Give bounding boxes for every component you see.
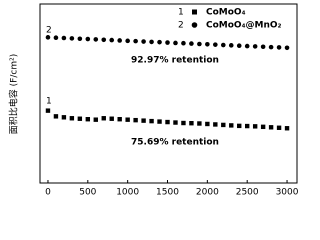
y-axis-label: 面积比电容 (F/cm²) [8,54,20,134]
data-point [45,108,51,113]
legend-marker [191,22,198,28]
x-tick-label: 500 [79,188,96,198]
data-point [149,39,154,45]
data-point [69,116,75,121]
data-point [117,38,122,43]
data-point [141,118,146,123]
data-point [189,41,194,46]
data-point [93,37,99,42]
data-point [181,40,186,46]
data-point [109,116,114,121]
data-point [260,44,266,50]
x-tick-label: 2000 [196,188,219,198]
data-point [276,125,282,130]
data-point [109,37,115,43]
data-point [197,41,202,47]
x-tick-label: 1000 [116,188,139,198]
data-point [53,35,59,41]
data-point [236,43,242,49]
legend-label: CoMoO₄ [206,8,246,18]
data-point [61,35,67,41]
data-point [45,35,51,40]
data-point [77,116,83,121]
data-point [125,117,130,122]
data-point [101,116,106,121]
data-point [205,121,210,127]
data-point [133,117,138,123]
data-point [101,37,107,43]
data-point [61,115,67,120]
data-point [213,122,218,127]
data-point [157,39,162,45]
data-point [260,124,266,130]
data-point [117,117,122,122]
x-tick-label: 1500 [156,188,179,198]
data-point [85,36,91,42]
data-point [276,45,282,50]
data-point [85,117,91,122]
x-tick-label: 3000 [276,188,299,198]
series-number: 2 [46,26,52,36]
data-point [228,43,234,48]
data-point [205,41,210,47]
data-point [252,124,258,129]
data-point [189,121,194,126]
data-point [213,42,218,47]
annotation: 75.69% retention [131,138,219,148]
data-point [93,117,98,122]
data-point [268,44,274,50]
data-point [157,119,162,124]
annotation: 92.97% retention [131,56,219,66]
data-point [165,40,170,45]
data-point [268,125,274,130]
legend-label: CoMoO₄@MnO₂ [206,21,282,31]
plot-frame [39,3,298,184]
legend-marker [192,9,197,15]
data-point [229,123,234,128]
data-point [149,118,154,124]
data-point [165,119,170,125]
data-point [133,38,138,44]
x-tick-label: 2500 [236,188,259,198]
legend-number: 2 [178,21,184,31]
data-point [173,40,178,46]
data-point [244,123,250,129]
data-point [252,44,258,49]
data-point [220,42,226,48]
data-point [53,114,59,119]
data-point [69,36,75,41]
data-point [244,43,250,49]
data-point [125,38,130,44]
chart: 面积比电容 (F/cm²) 1 CoMoO₄ 2 CoMoO₄@MnO₂ 2 1… [8,3,299,198]
data-point [141,39,146,44]
data-point [77,36,83,42]
x-tick-label: 0 [45,188,51,198]
data-point [237,123,242,129]
data-point [173,120,178,125]
data-point [284,126,290,131]
data-point [181,120,186,126]
data-point [221,122,226,128]
data-point [284,45,290,51]
series-number: 1 [46,97,52,107]
data-point [197,121,202,126]
legend-number: 1 [178,8,184,18]
